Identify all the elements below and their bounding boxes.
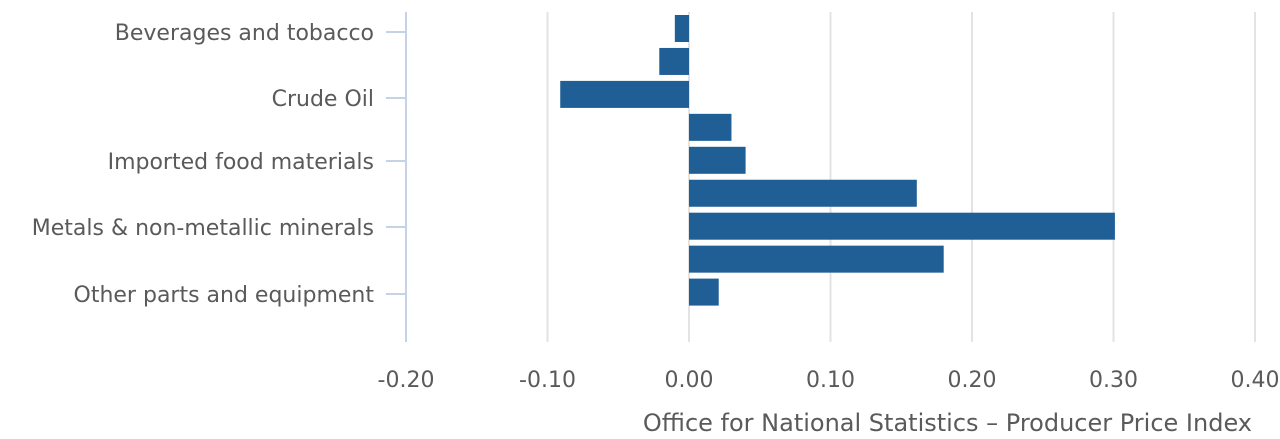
- bar: [689, 245, 944, 273]
- category-label: Imported food materials: [108, 150, 374, 175]
- x-tick-label: 0.10: [806, 368, 855, 393]
- category-label: Metals & non-metallic minerals: [32, 216, 374, 241]
- x-axis-title: Office for National Statistics – Produce…: [643, 409, 1252, 435]
- bar: [674, 15, 689, 42]
- bar: [689, 113, 732, 141]
- bar: [560, 80, 689, 108]
- grid-lines: [546, 12, 1256, 342]
- x-tick-label: 0.40: [1231, 368, 1280, 393]
- x-tick-label: 0.00: [665, 368, 714, 393]
- bar: [689, 179, 917, 207]
- y-axis: [386, 12, 407, 342]
- bar: [689, 212, 1115, 240]
- category-label: Beverages and tobacco: [115, 21, 374, 46]
- x-tick-label: 0.20: [948, 368, 997, 393]
- category-label: Crude Oil: [272, 87, 374, 112]
- x-tick-labels: -0.20 -0.10 0.00 0.10 0.20 0.30 0.40: [378, 368, 1280, 393]
- x-tick-label: -0.10: [519, 368, 576, 393]
- bar: [659, 47, 689, 75]
- bar: [689, 278, 719, 306]
- bar: [689, 146, 746, 174]
- category-labels: Beverages and tobacco Crude Oil Imported f…: [32, 21, 375, 308]
- bars: [560, 15, 1115, 306]
- x-tick-label: 0.30: [1089, 368, 1138, 393]
- x-tick-label: -0.20: [378, 368, 435, 393]
- category-label: Other parts and equipment: [74, 283, 375, 308]
